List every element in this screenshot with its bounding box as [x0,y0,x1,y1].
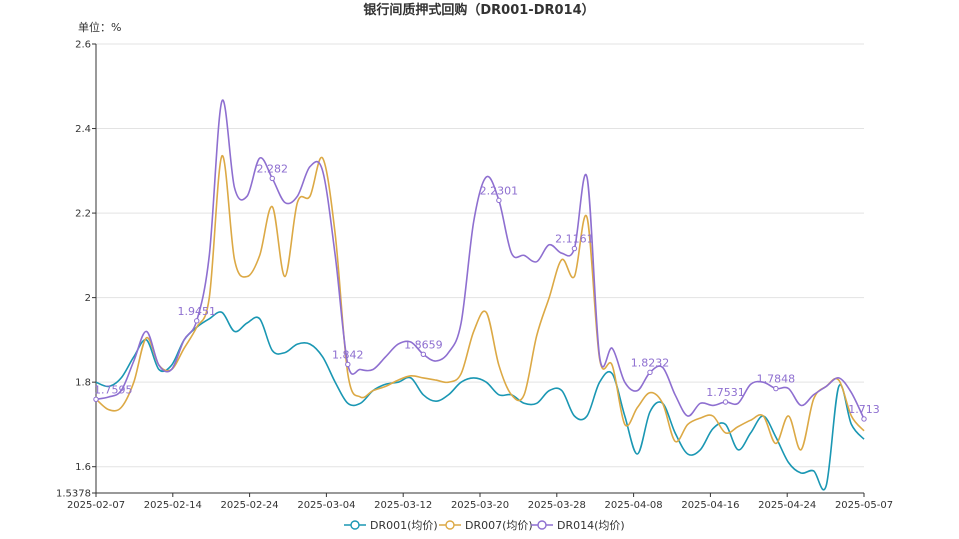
series-lines [95,99,865,491]
grid-lines [96,43,864,494]
data-point-marker [571,245,578,252]
y-tick-label: 1.5378 [56,489,91,500]
y-axis-ticks: 1.5378 1.6 1.8 2 2.2 2.4 2.6 [56,40,96,500]
y-tick-label: 2.2 [75,209,91,220]
data-labels: 1.7595 1.9451 2.282 1.842 1.8659 2.2301 2.1161… [93,162,880,422]
data-label: 1.842 [332,348,364,361]
y-tick-label: 2 [85,293,91,304]
data-label: 1.713 [848,403,880,416]
x-tick-label: 2025-03-28 [528,500,586,511]
data-label: 2.2301 [480,184,519,197]
legend-swatch-marker [350,520,360,530]
data-point-marker [194,318,200,324]
data-label: 1.8232 [631,356,670,369]
legend[interactable]: DR001(均价) DR007(均价) DR014(均价) [344,519,625,532]
x-tick-label: 2025-04-24 [758,500,816,511]
legend-swatch-marker [537,520,547,530]
x-tick-label: 2025-04-08 [605,500,663,511]
series-line [95,155,865,451]
x-tick-label: 2025-04-16 [681,500,739,511]
x-tick-label: 2025-03-04 [297,500,355,511]
y-tick-label: 1.6 [75,462,91,473]
data-label: 2.282 [257,162,289,175]
data-label: 2.1161 [555,233,594,246]
data-point-marker [496,197,502,204]
series-line [95,99,865,420]
y-tick-label: 2.4 [75,124,91,135]
data-point-marker [345,361,351,368]
data-label: 1.7531 [706,386,745,399]
data-point-marker [773,385,779,392]
y-tick-label: 1.8 [75,378,91,389]
x-tick-label: 2025-02-24 [221,500,279,511]
axes [95,44,864,494]
data-label: 1.7848 [757,373,796,386]
data-point-marker [722,399,729,405]
series-line [95,311,865,491]
x-tick-label: 2025-02-14 [144,500,202,511]
legend-label[interactable]: DR014(均价) [557,519,625,532]
x-axis-ticks: 2025-02-07 2025-02-14 2025-02-24 2025-03-04… [67,493,893,511]
data-label: 1.8659 [404,338,443,351]
x-tick-label: 2025-05-07 [835,500,893,511]
data-point-marker [647,369,653,376]
x-tick-label: 2025-03-12 [374,500,432,511]
data-point-marker [93,396,99,402]
x-tick-label: 2025-03-20 [451,500,509,511]
legend-label[interactable]: DR001(均价) [370,519,438,532]
legend-swatch-marker [445,520,455,530]
chart-title: 银行间质押式回购（DR001-DR014） [363,2,594,18]
data-point-marker [861,416,867,422]
data-point-marker [420,351,427,358]
data-label: 1.7595 [94,383,133,396]
x-tick-label: 2025-02-07 [67,500,125,511]
legend-label[interactable]: DR007(均价) [465,519,533,532]
unit-label: 单位：% [78,20,121,34]
y-tick-label: 2.6 [75,40,91,51]
data-label: 1.9451 [177,305,216,318]
data-point-marker [269,175,275,182]
